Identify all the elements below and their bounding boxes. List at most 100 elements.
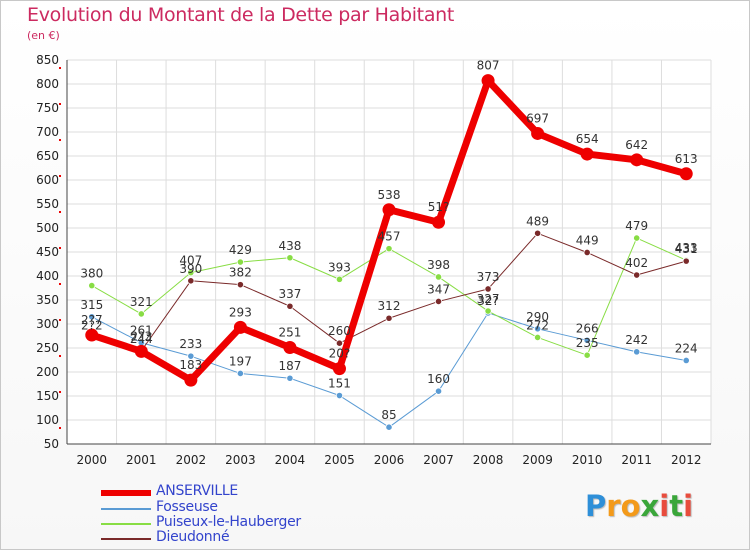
data-label-dieudonn-: 337 [278, 287, 301, 301]
data-label-fosseuse: 233 [179, 337, 202, 351]
y-tick-label: 350 [36, 293, 59, 307]
data-label-puiseux-le-hauberger: 393 [328, 260, 351, 274]
data-label-anserville: 2?3 [130, 329, 152, 343]
data-label-fosseuse: 266 [576, 321, 599, 335]
data-label-anserville: 538 [378, 188, 401, 202]
data-point-dieudonn- [187, 277, 195, 285]
data-label-dieudonn-: 489 [526, 214, 549, 228]
data-point-fosseuse [335, 391, 344, 400]
data-point-anserville [481, 74, 495, 88]
x-tick-label: 2005 [324, 453, 355, 467]
data-label-puiseux-le-hauberger: 433 [675, 241, 698, 255]
data-point-puiseux-le-hauberger [335, 275, 344, 283]
y-tick-label: 300 [36, 317, 59, 331]
data-point-anserville [630, 153, 644, 167]
chart-title: Evolution du Montant de la Dette par Hab… [27, 4, 455, 26]
data-point-fosseuse [236, 369, 244, 378]
data-label-puiseux-le-hauberger: 321 [130, 295, 153, 309]
logo-letter: i [683, 489, 694, 523]
x-tick-label: 2002 [176, 453, 207, 467]
y-tick-label: 150 [36, 389, 59, 403]
data-label-dieudonn-: 244 [130, 332, 153, 346]
data-point-anserville [531, 126, 545, 140]
data-label-puiseux-le-hauberger: 398 [427, 258, 450, 272]
data-point-dieudonn- [434, 297, 443, 306]
data-point-fosseuse [583, 336, 591, 344]
data-label-fosseuse: 187 [278, 359, 301, 373]
data-label-anserville: 697 [526, 111, 549, 125]
data-point-fosseuse [434, 387, 443, 395]
data-point-fosseuse [385, 423, 393, 431]
data-label-anserville: 613 [675, 152, 698, 166]
data-point-dieudonn- [583, 248, 591, 257]
x-tick-label: 2010 [572, 453, 603, 467]
legend-label-puiseux: Puiseux-le-Hauberger [156, 514, 301, 530]
y-tick-label: 200 [36, 365, 59, 379]
data-label-puiseux-le-hauberger: 327 [477, 292, 500, 306]
data-label-fosseuse: 85 [381, 408, 396, 422]
y-tick-label: 550 [36, 197, 59, 211]
y-tick-label: 500 [36, 221, 59, 235]
x-tick-label: 2003 [225, 453, 256, 467]
data-label-dieudonn-: 431 [675, 242, 698, 256]
data-point-puiseux-le-hauberger [236, 258, 244, 266]
data-label-dieudonn-: 373 [477, 270, 500, 284]
y-tick-label: 450 [36, 245, 59, 259]
x-tick-label: 2004 [275, 453, 306, 467]
data-label-anserville: 654 [576, 132, 599, 146]
data-label-dieudonn-: 347 [427, 282, 450, 296]
data-point-dieudonn- [335, 339, 344, 347]
x-tick-label: 2006 [374, 453, 405, 467]
legend-swatch-fosseuse [101, 508, 151, 510]
data-point-puiseux-le-hauberger [534, 333, 542, 342]
x-tick-label: 2011 [621, 453, 652, 467]
data-label-anserville: 183 [179, 358, 202, 372]
data-label-fosseuse: 32? [477, 294, 499, 308]
y-tick-label: 600 [36, 173, 59, 187]
x-tick-label: 2009 [522, 453, 553, 467]
logo-letter: r [606, 489, 621, 523]
data-label-puiseux-le-hauberger: 235 [576, 336, 599, 350]
legend-swatch-dieudonne [101, 538, 151, 540]
data-label-fosseuse: 315 [80, 298, 103, 312]
logo-letter: P [585, 489, 607, 523]
data-label-puiseux-le-hauberger: 457 [378, 230, 401, 244]
data-point-fosseuse [286, 374, 294, 382]
logo-letter: i [659, 489, 670, 523]
y-tick-label: 400 [36, 269, 59, 283]
logo-letter: o [620, 489, 641, 523]
data-label-dieudonn-: 2?2 [81, 318, 103, 332]
data-point-puiseux-le-hauberger [88, 281, 96, 290]
data-point-anserville [332, 362, 346, 376]
x-tick-label: 2012 [671, 453, 702, 467]
data-label-dieudonn-: 260 [328, 324, 351, 338]
data-label-anserville: 293 [229, 305, 252, 319]
data-label-fosseuse: 197 [229, 354, 252, 368]
proxiti-logo: Proxiti [585, 489, 693, 523]
data-label-fosseuse: 242 [625, 333, 648, 347]
chart-subtitle: (en €) [27, 29, 60, 42]
y-tick-label: 700 [36, 125, 59, 139]
data-point-anserville [233, 320, 247, 334]
data-point-dieudonn- [484, 285, 492, 293]
data-label-anserville: 51? [428, 200, 450, 214]
data-point-puiseux-le-hauberger [286, 254, 294, 262]
data-label-puiseux-le-hauberger: 407 [179, 254, 202, 268]
data-point-puiseux-le-hauberger [484, 307, 492, 315]
data-label-fosseuse: 261 [130, 324, 153, 338]
data-point-anserville [580, 147, 594, 161]
data-point-anserville [679, 167, 693, 181]
data-point-dieudonn- [534, 229, 542, 237]
legend-label-anserville: ANSERVILLE [156, 483, 238, 499]
data-label-fosseuse: 151 [328, 377, 351, 391]
data-label-dieudonn-: 390 [179, 262, 202, 276]
logo-letter: t [669, 489, 684, 523]
data-point-puiseux-le-hauberger [187, 269, 195, 277]
data-point-anserville [85, 328, 99, 342]
y-tick-label: 850 [36, 53, 59, 67]
data-label-fosseuse: 160 [427, 372, 450, 386]
data-label-puiseux-le-hauberger: 272 [526, 318, 549, 332]
data-point-fosseuse [88, 313, 96, 321]
data-label-anserville: 642 [625, 138, 648, 152]
data-point-puiseux-le-hauberger [434, 273, 443, 281]
